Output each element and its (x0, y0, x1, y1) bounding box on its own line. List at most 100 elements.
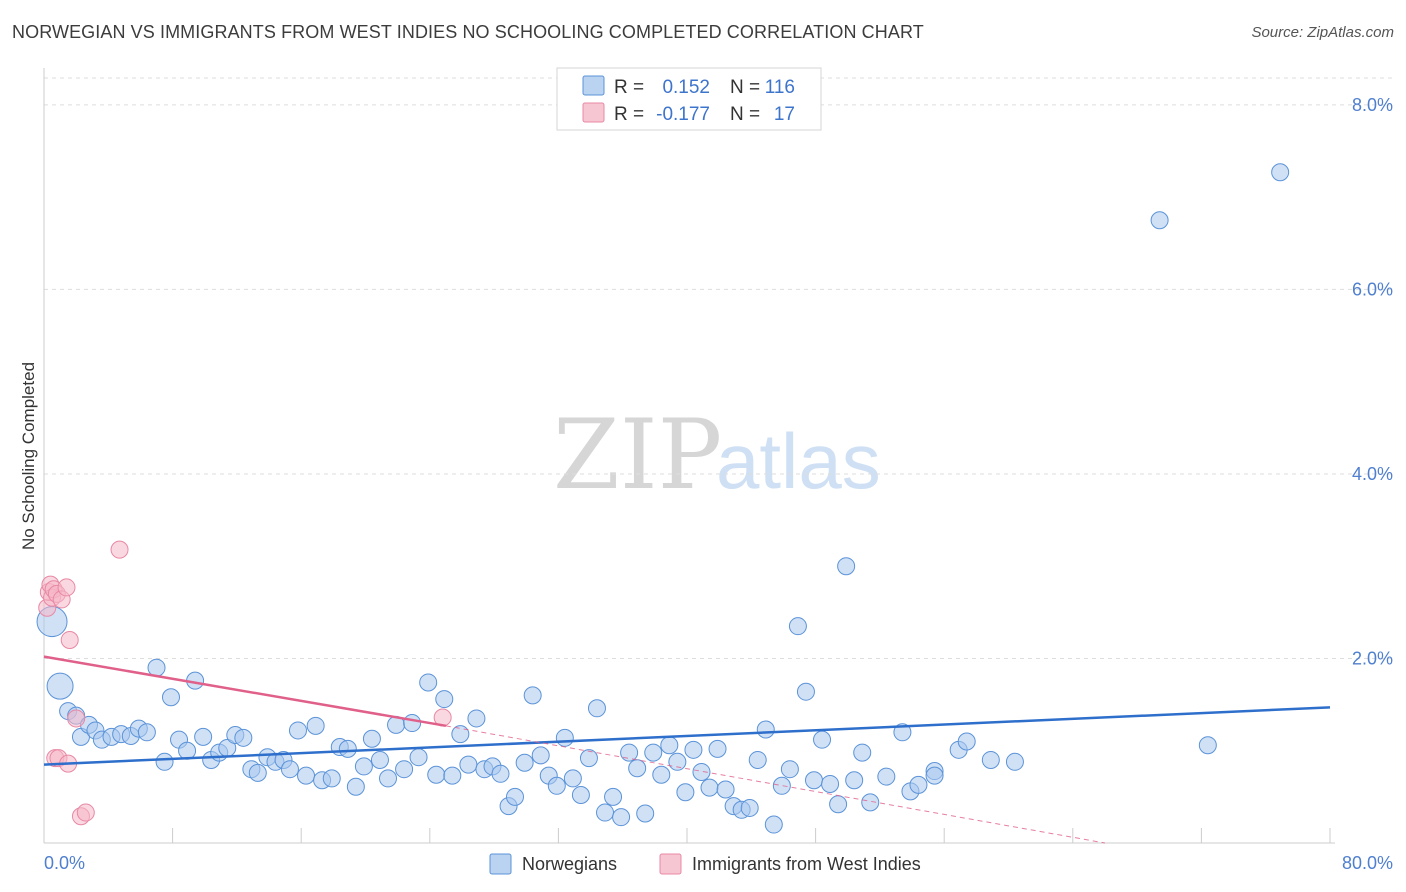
legend-r-label: R = (614, 77, 644, 98)
norwegians-point (403, 714, 422, 733)
trend-lines (43, 655, 1331, 844)
norwegians-point (660, 736, 679, 755)
norwegians-point (716, 780, 735, 799)
watermark-zip: ZIP (553, 399, 722, 511)
norwegians-point (684, 740, 703, 759)
legend-n-value: 116 (765, 77, 795, 98)
norwegians-point (563, 769, 582, 788)
norwegians-point (451, 725, 470, 744)
legend-n-label: N = (730, 77, 760, 98)
norwegians-point (644, 743, 663, 762)
norwegians-point (957, 732, 976, 751)
y-tick-labels: 2.0% 4.0% 6.0% 8.0% (1352, 95, 1393, 669)
norwegians-point (1005, 752, 1024, 771)
legend-label-west-indies: Immigrants from West Indies (692, 854, 921, 874)
source-label: Source: ZipAtlas.com (1251, 24, 1394, 41)
norwegians-point (652, 765, 671, 784)
norwegians-point (925, 766, 944, 785)
norwegians-point (981, 750, 1000, 769)
west-indies-trend-line (43, 655, 447, 728)
norwegians-point (443, 766, 462, 785)
legend-swatch-norwegians (582, 75, 605, 96)
y-tick-label: 8.0% (1352, 95, 1393, 115)
norwegians-point (853, 743, 872, 762)
norwegians-point (877, 767, 896, 786)
norwegians-point (668, 752, 687, 771)
norwegians-point (612, 808, 631, 827)
legend-n-value: 17 (774, 104, 795, 125)
y-tick-label: 2.0% (1352, 648, 1393, 668)
west-indies-trend-extension (445, 725, 1106, 844)
stats-legend: R = 0.152 N = 116 R = -0.177 N = 17 (556, 67, 822, 131)
norwegians-point (137, 723, 156, 742)
y-tick-label: 4.0% (1352, 464, 1393, 484)
legend-r-value: -0.177 (656, 104, 710, 125)
norwegians-trend-line (43, 706, 1331, 766)
norwegians-point (370, 750, 389, 769)
norwegians-point (829, 795, 848, 814)
norwegians-point (837, 557, 856, 576)
norwegians-point (531, 746, 550, 765)
norwegians-point (700, 778, 719, 797)
norwegians-point (676, 783, 695, 802)
norwegians-point (194, 727, 213, 746)
chart-title: NORWEGIAN VS IMMIGRANTS FROM WEST INDIES… (12, 22, 924, 42)
norwegians-point (772, 776, 791, 795)
norwegians-point (1271, 163, 1290, 182)
legend-swatch-west-indies (659, 853, 682, 875)
norwegians-point (395, 760, 414, 779)
legend-label-norwegians: Norwegians (522, 854, 617, 874)
x-tick-label-min: 0.0% (44, 853, 85, 873)
west-indies-points (38, 540, 452, 826)
west-indies-point (57, 578, 76, 597)
watermark-atlas: atlas (716, 417, 881, 505)
norwegians-point (161, 688, 180, 707)
norwegians-point (788, 617, 807, 636)
norwegians-point (620, 743, 639, 762)
axes (43, 68, 1335, 844)
gridlines (44, 77, 1393, 659)
norwegians-point (354, 757, 373, 776)
norwegians-point (1150, 211, 1169, 230)
norwegians-point (1198, 736, 1217, 755)
west-indies-point (60, 631, 79, 650)
norwegians-point (306, 716, 325, 735)
norwegians-point (435, 690, 454, 709)
y-axis-label: No Schooling Completed (19, 362, 38, 550)
norwegians-point (804, 771, 823, 790)
norwegians-point (362, 729, 381, 748)
norwegians-point (322, 769, 341, 788)
norwegians-point (756, 720, 775, 739)
norwegians-point (587, 699, 606, 718)
norwegians-point (523, 686, 542, 705)
norwegians-point (147, 658, 166, 677)
west-indies-point (67, 709, 86, 728)
norwegians-point (740, 798, 759, 817)
legend-r-label: R = (614, 104, 644, 125)
west-indies-point (110, 540, 129, 559)
norwegians-point (748, 750, 767, 769)
norwegians-point (379, 769, 398, 788)
norwegians-point (346, 777, 365, 796)
norwegians-point (813, 730, 832, 749)
norwegians-point (178, 741, 197, 760)
norwegians-point (419, 673, 438, 692)
norwegians-point (909, 775, 928, 794)
norwegians-point (547, 776, 566, 795)
norwegians-point (764, 815, 783, 834)
norwegians-point (821, 774, 840, 793)
norwegians-point (861, 793, 880, 812)
norwegians-point (248, 763, 267, 782)
norwegians-points (36, 163, 1290, 834)
norwegians-point (515, 753, 534, 772)
norwegians-point (409, 748, 428, 767)
norwegians-point (780, 760, 799, 779)
norwegians-point (427, 765, 446, 784)
norwegians-point (579, 749, 598, 768)
norwegians-point (708, 739, 727, 758)
norwegians-point (692, 762, 711, 781)
norwegians-point (893, 723, 912, 742)
legend-n-label: N = (730, 104, 760, 125)
norwegians-point (636, 804, 655, 823)
